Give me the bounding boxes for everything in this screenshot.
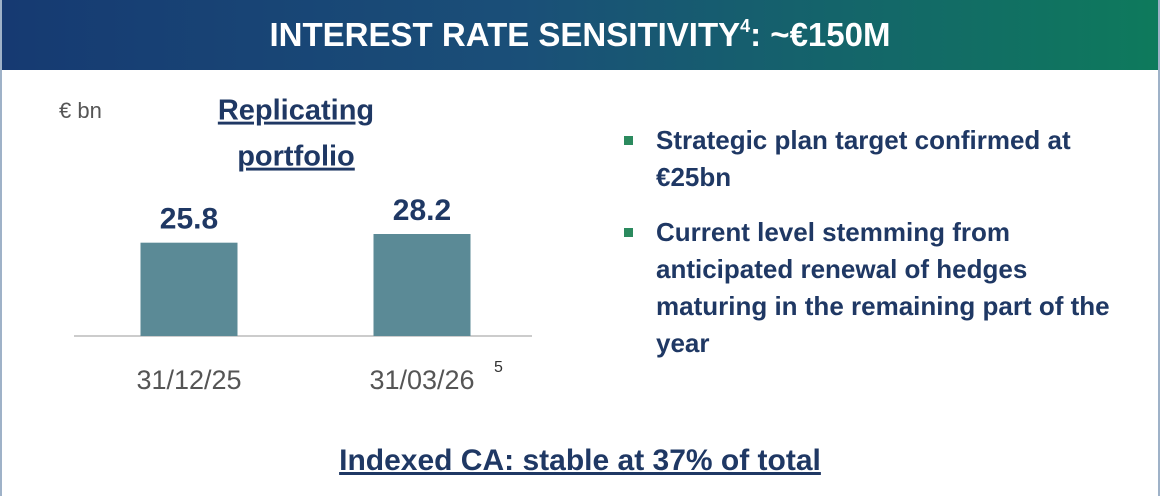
footer: Indexed CA: stable at 37% of total bbox=[339, 444, 821, 477]
bar bbox=[373, 234, 471, 336]
title-suffix: : ~€150M bbox=[750, 16, 891, 53]
bullet: Current level stemming from anticipated … bbox=[622, 214, 1122, 362]
chart: € bn Replicating portfolio 25.8 31/12/25 2… bbox=[59, 95, 532, 395]
chart-title: portfolio bbox=[237, 141, 355, 173]
unit-label: € bn bbox=[59, 98, 102, 123]
chart-title: Replicating bbox=[218, 95, 374, 127]
category-note: 5 bbox=[494, 359, 503, 376]
header: INTEREST RATE SENSITIVITY4: ~€150M bbox=[2, 0, 1158, 70]
value-label: 28.2 bbox=[393, 194, 451, 227]
x-tick-label: 31/12/25 bbox=[136, 365, 241, 395]
bullet-list: Strategic plan target confirmed at €25bn… bbox=[622, 122, 1122, 380]
x-tick-label: 31/03/26 bbox=[369, 365, 474, 395]
bar bbox=[140, 242, 238, 336]
value-label: 25.8 bbox=[160, 203, 218, 236]
title: INTEREST RATE SENSITIVITY bbox=[269, 16, 741, 53]
title-note: 4 bbox=[740, 16, 751, 36]
bullet: Strategic plan target confirmed at €25bn bbox=[622, 122, 1122, 196]
